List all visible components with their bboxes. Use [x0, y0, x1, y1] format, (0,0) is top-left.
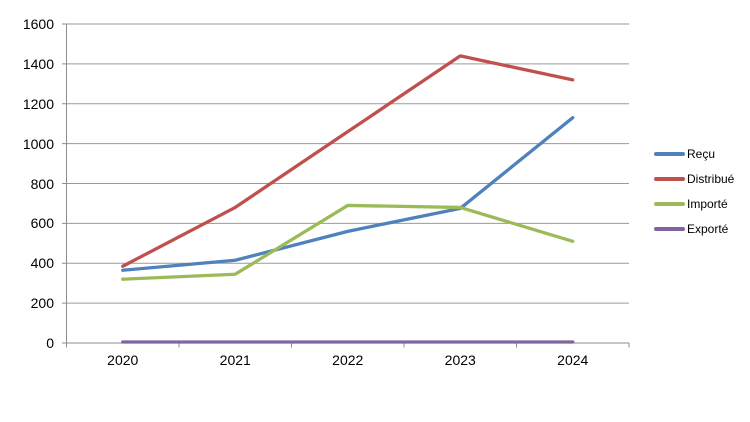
y-tick-label: 1000 [22, 135, 54, 152]
legend-item-importe: Importé [654, 191, 734, 216]
y-tick-label: 1600 [22, 16, 54, 32]
legend-marker-icon [654, 201, 685, 206]
legend: Reçu Distribué Importé Exporté [654, 141, 734, 241]
series-line-recu [121, 116, 575, 272]
y-tick-label: 600 [30, 215, 54, 232]
legend-item-recu: Reçu [654, 141, 734, 166]
legend-item-distribue: Distribué [654, 166, 734, 191]
series-line-importe [121, 203, 575, 281]
legend-marker-icon [654, 226, 685, 231]
legend-label: Exporté [687, 221, 729, 236]
x-tick-label: 2022 [332, 352, 364, 368]
x-tick-label: 2021 [219, 352, 251, 368]
legend-label: Reçu [687, 146, 716, 161]
y-tick-label: 200 [30, 295, 54, 312]
y-tick-label: 1200 [22, 95, 54, 112]
y-tick-label: 800 [30, 175, 54, 192]
y-tick-label: 1400 [22, 55, 54, 72]
series-line-distribue [121, 54, 575, 268]
legend-label: Distribué [687, 171, 735, 186]
x-tick-label: 2024 [557, 352, 589, 368]
x-tick-label: 2020 [107, 352, 139, 368]
y-tick-label: 400 [30, 255, 54, 272]
legend-marker-icon [654, 151, 685, 156]
y-tick-label: 0 [46, 335, 54, 351]
legend-item-exporte: Exporté [654, 216, 734, 241]
legend-label: Importé [687, 196, 728, 211]
x-tick-label: 2023 [444, 352, 476, 368]
legend-marker-icon [654, 176, 685, 181]
